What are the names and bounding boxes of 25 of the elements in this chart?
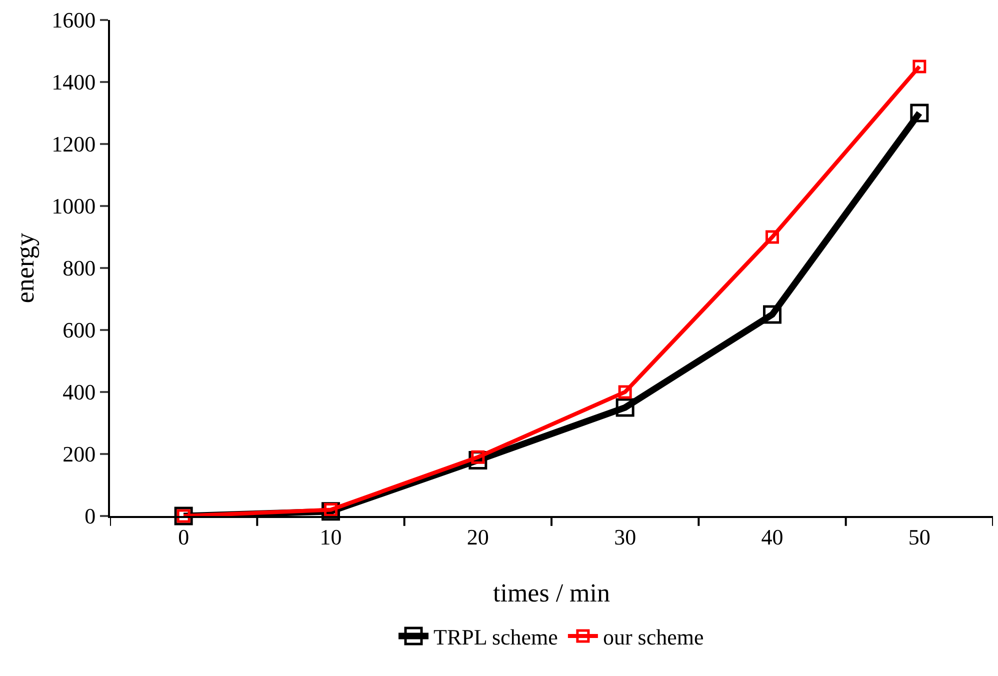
y-tick-label: 1600 (52, 8, 96, 33)
point (910, 104, 929, 122)
point (763, 305, 782, 324)
x-tick-label: 30 (614, 524, 636, 550)
legend-label: our scheme (602, 624, 704, 650)
point (912, 60, 926, 74)
y-tick-label: 200 (62, 442, 96, 467)
legend-label: TRPL scheme (434, 624, 558, 650)
y-tick-label: 400 (62, 380, 96, 405)
x-tick-label: 0 (178, 524, 190, 550)
y-tick-label: 1200 (52, 132, 96, 157)
x-tick-label: 10 (320, 524, 342, 550)
y-tick-label: 1400 (52, 70, 96, 95)
x-tick-label: 50 (908, 524, 930, 550)
y-tick-label: 600 (62, 318, 96, 343)
point (618, 385, 632, 399)
y-tick-label: 800 (62, 256, 96, 281)
y-tick-label: 0 (84, 504, 96, 529)
point (616, 398, 634, 417)
x-axis-title: times / min (493, 578, 610, 608)
point (766, 230, 779, 244)
y-tick-label: 1000 (52, 194, 96, 219)
y-axis-title: energy (10, 232, 40, 304)
x-tick-label: 40 (761, 524, 784, 550)
x-tick-label: 20 (466, 524, 489, 550)
